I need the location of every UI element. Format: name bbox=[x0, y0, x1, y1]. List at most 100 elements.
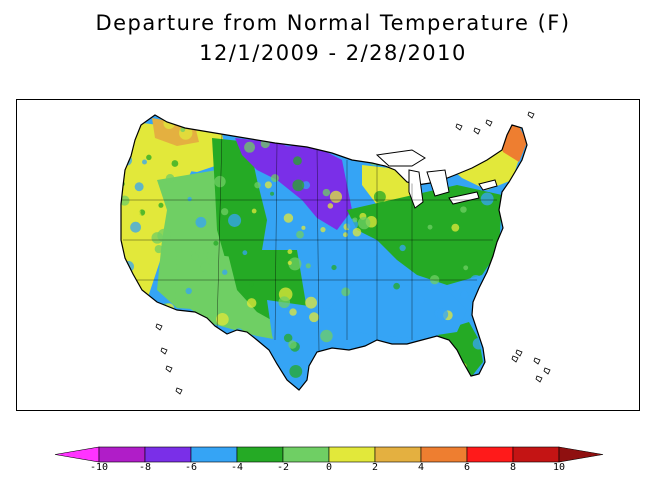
coastline-fragment bbox=[165, 365, 173, 373]
anomaly-speckle bbox=[222, 269, 228, 275]
great-lakes-outline bbox=[155, 111, 551, 395]
anomaly-speckle bbox=[180, 127, 186, 133]
anomaly-speckle bbox=[278, 296, 291, 309]
anomaly-speckle bbox=[283, 213, 294, 223]
anomaly-speckle bbox=[200, 261, 211, 273]
anomaly-region-texas-south bbox=[267, 300, 347, 382]
anomaly-speckle bbox=[171, 160, 179, 167]
anomaly-speckle bbox=[320, 227, 326, 233]
anomaly-speckle bbox=[151, 232, 164, 244]
colorbar-bin bbox=[374, 446, 422, 463]
colorbar-bin bbox=[420, 446, 468, 463]
anomaly-speckle bbox=[331, 264, 337, 271]
anomaly-region-florida bbox=[437, 322, 483, 376]
anomaly-speckle bbox=[434, 370, 446, 382]
state-border bbox=[216, 132, 223, 331]
anomaly-speckle bbox=[437, 162, 445, 171]
anomaly-speckle bbox=[418, 297, 425, 304]
colorbar-tick-label: 6 bbox=[464, 462, 470, 473]
anomaly-speckle bbox=[121, 242, 122, 251]
anomaly-speckle bbox=[451, 223, 460, 232]
map-date-range: 12/1/2009 - 2/28/2010 bbox=[199, 41, 467, 65]
anomaly-speckle bbox=[429, 275, 440, 285]
colorbar-tick-label: -6 bbox=[185, 462, 197, 473]
anomaly-speckle bbox=[352, 227, 362, 237]
colorbar-tick-label: 2 bbox=[372, 462, 378, 473]
us-temperature-anomaly-map bbox=[120, 111, 551, 395]
anomaly-speckle bbox=[491, 349, 498, 356]
anomaly-speckle bbox=[122, 261, 134, 273]
coastline-fragment bbox=[155, 323, 163, 331]
anomaly-speckle bbox=[305, 296, 318, 309]
anomaly-speckle bbox=[489, 251, 494, 256]
anomaly-region-central-plains bbox=[121, 115, 527, 390]
coastline-fragment bbox=[527, 111, 535, 119]
anomaly-speckle bbox=[144, 346, 150, 352]
lake-shape bbox=[375, 149, 426, 167]
colorbar-tick-label: 4 bbox=[418, 462, 424, 473]
lake-shape bbox=[408, 169, 424, 209]
anomaly-speckle bbox=[397, 201, 402, 206]
anomaly-speckle bbox=[301, 225, 306, 230]
anomaly-speckle bbox=[142, 159, 147, 165]
coastline-fragment bbox=[473, 127, 481, 135]
anomaly-speckle bbox=[121, 369, 124, 380]
anomaly-speckle bbox=[302, 181, 311, 190]
coastline-fragment bbox=[533, 357, 541, 365]
anomaly-speckle bbox=[185, 287, 192, 295]
anomaly-region-southeast bbox=[327, 280, 467, 338]
anomaly-speckle bbox=[368, 135, 378, 145]
coastline-fragment bbox=[160, 347, 168, 355]
colorbar-tick-label: -8 bbox=[139, 462, 151, 473]
anomaly-speckle bbox=[270, 174, 279, 182]
anomaly-speckle bbox=[134, 182, 144, 192]
anomaly-speckle bbox=[487, 321, 501, 335]
anomaly-speckle bbox=[179, 372, 188, 381]
coastline-fragment bbox=[515, 349, 523, 357]
anomaly-speckle bbox=[305, 263, 311, 269]
anomaly-speckle bbox=[195, 216, 207, 228]
anomaly-speckle bbox=[244, 141, 256, 153]
colorbar-bin bbox=[282, 446, 330, 463]
anomaly-speckle bbox=[165, 173, 175, 183]
anomaly-speckle bbox=[154, 244, 163, 254]
colorbar-tick-label: 0 bbox=[326, 462, 332, 473]
anomaly-speckle bbox=[306, 229, 320, 242]
anomaly-speckle bbox=[246, 298, 257, 308]
anomaly-speckle bbox=[399, 244, 406, 252]
anomaly-speckle bbox=[133, 207, 141, 216]
colorbar-bin bbox=[144, 446, 192, 463]
anomaly-speckle bbox=[437, 308, 449, 320]
anomaly-speckle bbox=[270, 191, 275, 196]
lake-shape bbox=[426, 169, 450, 197]
coastline-fragment bbox=[455, 123, 463, 131]
anomaly-speckle bbox=[254, 181, 261, 189]
anomaly-speckle bbox=[159, 319, 173, 333]
anomaly-speckle bbox=[488, 274, 496, 283]
anomaly-speckle bbox=[371, 342, 378, 350]
colorbar-tick-label: -4 bbox=[231, 462, 243, 473]
anomaly-speckle bbox=[214, 175, 226, 188]
anomaly-speckle bbox=[275, 257, 286, 269]
anomaly-speckle bbox=[283, 333, 293, 343]
anomaly-speckle bbox=[327, 203, 334, 209]
anomaly-speckle bbox=[289, 365, 303, 378]
anomaly-speckle bbox=[343, 232, 348, 238]
anomaly-speckle bbox=[234, 328, 244, 337]
anomaly-speckle bbox=[187, 196, 192, 202]
anomaly-speckle bbox=[329, 122, 337, 130]
anomaly-speckle bbox=[320, 329, 333, 343]
anomaly-speckle bbox=[126, 317, 141, 332]
anomaly-speckle bbox=[264, 181, 272, 189]
anomaly-speckle bbox=[243, 124, 249, 130]
anomaly-speckle bbox=[389, 121, 395, 127]
coastline-fragment bbox=[543, 367, 551, 375]
colorbar-bin bbox=[512, 446, 560, 463]
anomaly-speckle bbox=[242, 250, 248, 256]
anomaly-speckle bbox=[251, 208, 257, 214]
anomaly-speckle bbox=[368, 243, 382, 257]
anomaly-speckle bbox=[370, 119, 375, 125]
map-title: Departure from Normal Temperature (F) bbox=[95, 11, 571, 35]
state-border bbox=[274, 143, 278, 341]
anomaly-speckle bbox=[289, 308, 297, 316]
